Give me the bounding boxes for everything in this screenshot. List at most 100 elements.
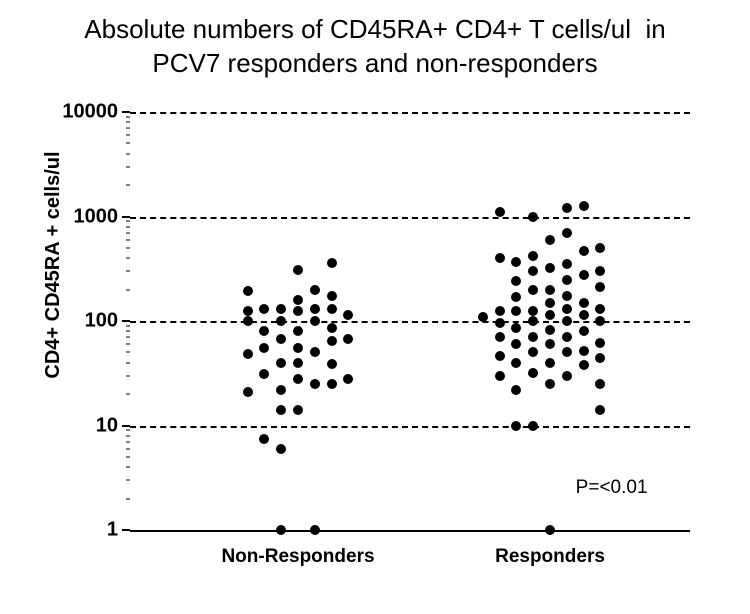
scatter-point (545, 285, 555, 295)
scatter-point (293, 265, 303, 275)
scatter-point (310, 525, 320, 535)
scatter-point (528, 251, 538, 261)
scatter-point (545, 325, 555, 335)
scatter-point (528, 212, 538, 222)
y-minor-tick-mark (126, 352, 130, 353)
scatter-point (343, 334, 353, 344)
scatter-point (545, 235, 555, 245)
scatter-point (293, 405, 303, 415)
y-tick-label: 1 (107, 519, 118, 542)
y-gridline (130, 426, 690, 428)
y-minor-tick-mark (126, 467, 130, 468)
y-minor-tick-mark (126, 143, 130, 144)
scatter-point (327, 336, 337, 346)
scatter-point (327, 379, 337, 389)
p-value-annotation: P=<0.01 (576, 477, 648, 499)
scatter-point (595, 338, 605, 348)
y-minor-tick-mark (126, 430, 130, 431)
scatter-point (579, 310, 589, 320)
scatter-point (528, 347, 538, 357)
scatter-point (293, 306, 303, 316)
scatter-point (579, 326, 589, 336)
scatter-point (276, 334, 286, 344)
scatter-point (293, 374, 303, 384)
scatter-point (276, 304, 286, 314)
scatter-point (595, 353, 605, 363)
scatter-point (276, 525, 286, 535)
y-minor-tick-mark (126, 375, 130, 376)
scatter-point (579, 246, 589, 256)
y-minor-tick-mark (126, 128, 130, 129)
scatter-point (562, 291, 572, 301)
scatter-point (562, 203, 572, 213)
scatter-point (528, 332, 538, 342)
y-tick-mark (122, 425, 130, 427)
scatter-point (579, 270, 589, 280)
scatter-point (562, 304, 572, 314)
scatter-point (528, 285, 538, 295)
scatter-point (276, 316, 286, 326)
scatter-point (276, 405, 286, 415)
scatter-point (310, 316, 320, 326)
y-gridline (130, 321, 690, 323)
y-minor-tick-mark (126, 344, 130, 345)
y-minor-tick-mark (126, 122, 130, 123)
y-minor-tick-mark (126, 498, 130, 499)
y-tick-mark (122, 216, 130, 218)
y-minor-tick-mark (126, 226, 130, 227)
scatter-point (579, 201, 589, 211)
scatter-point (545, 358, 555, 368)
y-minor-tick-mark (126, 362, 130, 363)
x-tick-label: Non-Responders (221, 546, 374, 568)
scatter-point (495, 318, 505, 328)
scatter-point (343, 374, 353, 384)
scatter-point (528, 421, 538, 431)
scatter-point (276, 444, 286, 454)
y-minor-tick-mark (126, 116, 130, 117)
scatter-point (511, 276, 521, 286)
y-minor-tick-mark (126, 232, 130, 233)
scatter-point (528, 316, 538, 326)
scatter-point (276, 358, 286, 368)
y-tick-mark (122, 320, 130, 322)
scatter-point (562, 228, 572, 238)
scatter-point (310, 379, 320, 389)
scatter-point (310, 285, 320, 295)
y-minor-tick-mark (126, 239, 130, 240)
scatter-point (478, 312, 488, 322)
scatter-point (595, 243, 605, 253)
scatter-point (511, 339, 521, 349)
scatter-point (562, 275, 572, 285)
scatter-point (495, 253, 505, 263)
scatter-point (511, 421, 521, 431)
scatter-point (562, 347, 572, 357)
y-minor-tick-mark (126, 331, 130, 332)
scatter-point (528, 306, 538, 316)
scatter-point (545, 310, 555, 320)
chart-title-line2: PCV7 responders and non-responders (0, 48, 750, 79)
y-gridline (130, 217, 690, 219)
y-minor-tick-mark (126, 247, 130, 248)
y-minor-tick-mark (126, 441, 130, 442)
scatter-point (327, 291, 337, 301)
scatter-point (511, 257, 521, 267)
scatter-point (579, 346, 589, 356)
y-minor-tick-mark (126, 153, 130, 154)
scatter-point (495, 332, 505, 342)
y-minor-tick-mark (126, 435, 130, 436)
y-minor-tick-mark (126, 289, 130, 290)
scatter-point (243, 306, 253, 316)
scatter-point (243, 316, 253, 326)
y-minor-tick-mark (126, 325, 130, 326)
scatter-point (545, 525, 555, 535)
chart-title-line1: Absolute numbers of CD45RA+ CD4+ T cells… (0, 14, 750, 45)
scatter-point (495, 207, 505, 217)
y-minor-tick-mark (126, 394, 130, 395)
y-minor-tick-mark (126, 135, 130, 136)
scatter-point (511, 385, 521, 395)
scatter-point (528, 368, 538, 378)
scatter-point (327, 359, 337, 369)
y-tick-label: 10 (96, 414, 118, 437)
scatter-point (595, 316, 605, 326)
y-minor-tick-mark (126, 185, 130, 186)
